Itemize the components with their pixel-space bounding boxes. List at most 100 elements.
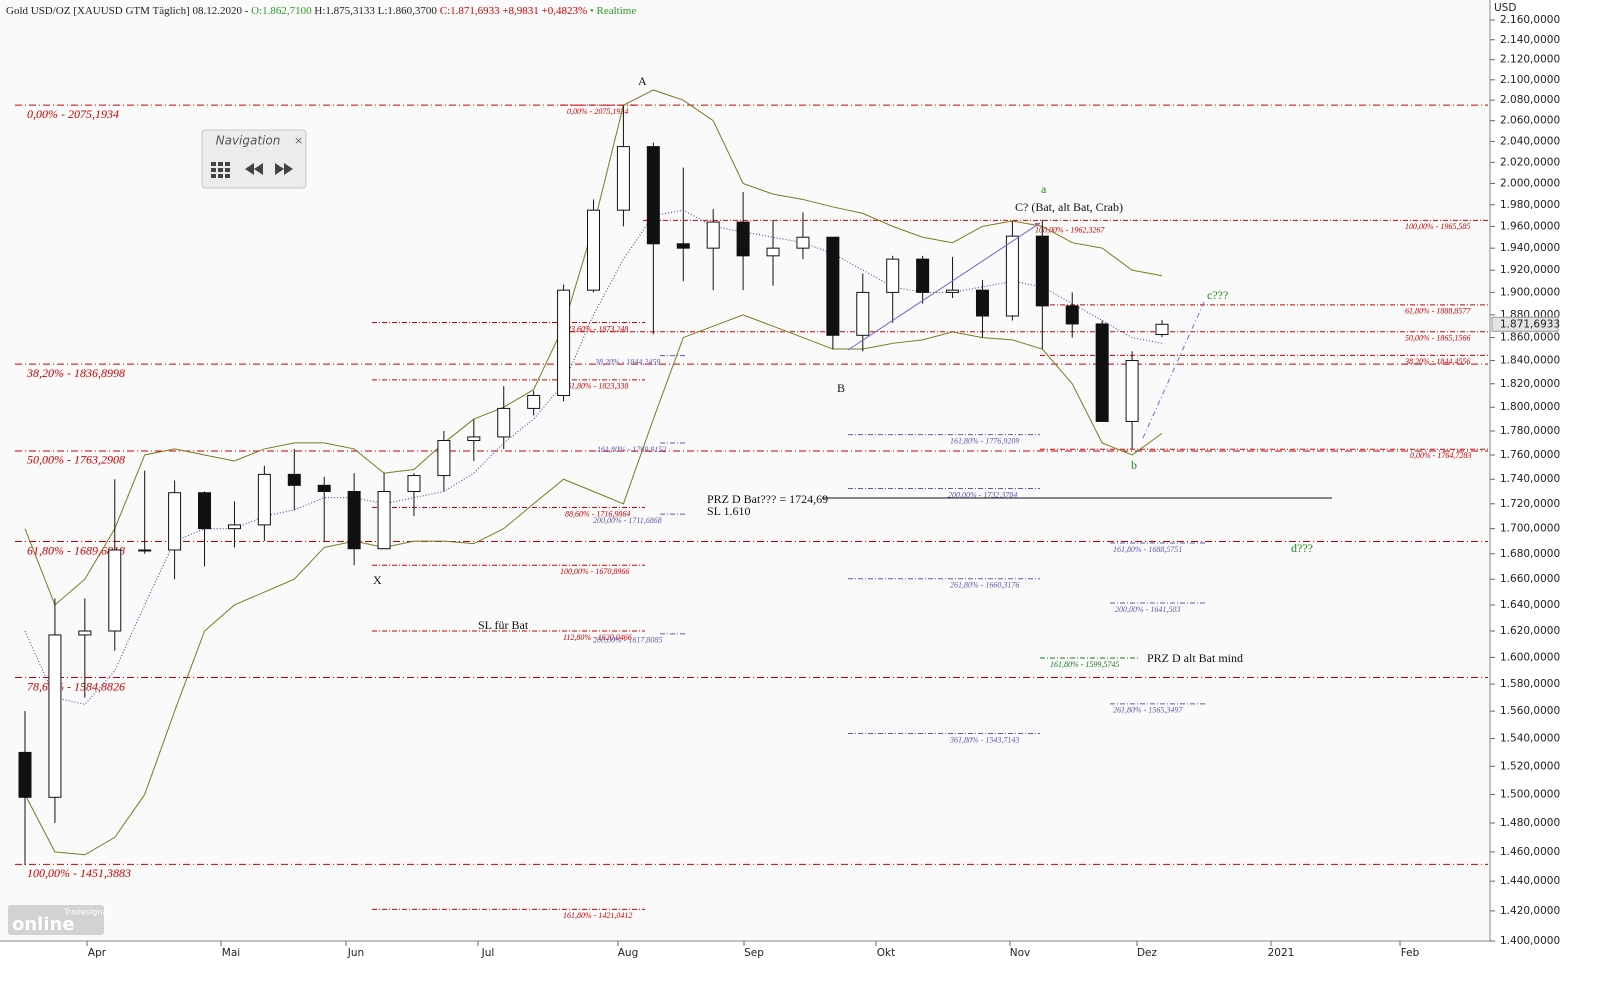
y-tick-label: 2.060,0000	[1500, 115, 1560, 127]
y-tick-label: 2.000,0000	[1500, 177, 1560, 189]
y-tick-label: 1.840,0000	[1500, 355, 1560, 367]
y-tick-label: 1.780,0000	[1500, 425, 1560, 437]
fib-label: 61,80% - 1823,338	[567, 382, 628, 391]
header-part: H:1.875,3133 L:1.860,3700	[314, 5, 439, 17]
y-tick-label: 2.080,0000	[1500, 94, 1560, 106]
fib-label: 200,00% - 1641,503	[1115, 605, 1180, 614]
candle-body	[48, 634, 62, 798]
fib-label: 100,00% - 1962,3267	[1035, 226, 1105, 235]
time-axis-panel	[0, 941, 1490, 981]
y-tick-label: 1.460,0000	[1500, 846, 1560, 858]
candle-body	[497, 407, 511, 438]
y-tick-label: 1.720,0000	[1500, 498, 1560, 510]
candle-body	[407, 475, 421, 492]
fib-label: 23,60% - 1873,248	[567, 324, 628, 333]
candle-body	[616, 146, 630, 211]
candle-body	[347, 490, 361, 550]
candle-body	[706, 221, 720, 249]
y-tick-label: 1.620,0000	[1500, 625, 1560, 637]
fib-label: 0,00% - 2075,1934	[567, 107, 628, 116]
y-tick-label: 1.860,0000	[1500, 332, 1560, 344]
logo-box	[8, 905, 104, 935]
y-tick-label: 1.900,0000	[1500, 286, 1560, 298]
header-part: • Realtime	[590, 5, 636, 17]
candle-body	[138, 549, 152, 552]
y-tick-label: 1.760,0000	[1500, 449, 1560, 461]
candle-body	[946, 289, 960, 293]
fib-label: 38,20% - 1836,8998	[26, 366, 125, 380]
pattern-line	[1142, 299, 1206, 439]
logo: Tradesignal online	[8, 905, 110, 935]
header: Gold USD/OZ [XAUUSD GTM Täglich] 08.12.2…	[6, 5, 636, 17]
x-tick-label: Feb	[1401, 947, 1420, 959]
fib-label: 0,00% - 2075,1934	[27, 107, 119, 121]
y-tick-label: 1.660,0000	[1500, 573, 1560, 585]
y-tick-label: 1.520,0000	[1500, 760, 1560, 772]
annotation: B	[837, 381, 845, 395]
forward-button[interactable]	[275, 163, 293, 175]
y-tick-label: 1.540,0000	[1500, 733, 1560, 745]
y-tick-label: 1.960,0000	[1500, 220, 1560, 232]
x-tick-label: Mai	[222, 947, 240, 959]
header-part: O:1.862,7100	[251, 5, 314, 17]
fib-label: 200,00% - 1617,8085	[593, 636, 662, 645]
annotation: c???	[1207, 288, 1228, 302]
rewind-button[interactable]	[245, 163, 263, 175]
annotation: a	[1041, 182, 1047, 196]
widget-title: Navigation	[216, 134, 281, 148]
fib-label: 61,80% - 1888,8577	[1405, 307, 1471, 316]
candle-body	[736, 221, 750, 257]
fib-label: 200,00% - 1732,3784	[948, 490, 1017, 499]
x-tick-label: Jun	[347, 947, 364, 959]
pattern-line	[847, 222, 1041, 351]
annotation: d???	[1291, 541, 1313, 555]
y-tick-label: 1.480,0000	[1500, 817, 1560, 829]
x-tick-label: 2021	[1268, 947, 1295, 959]
candle-body	[257, 473, 271, 526]
close-button[interactable]: ×	[294, 134, 303, 147]
axis-panel	[1490, 0, 1599, 981]
header-part: C:1.871,6933 +8,9831 +0,4823%	[440, 5, 590, 17]
y-tick-label: 1.940,0000	[1500, 242, 1560, 254]
y-tick-label: 2.160,0000	[1500, 14, 1560, 26]
logo-name: online	[12, 914, 75, 935]
candle-body	[317, 484, 331, 492]
candle-body	[227, 524, 241, 530]
fib-label: 361,80% - 1543,7143	[949, 735, 1019, 744]
x-tick-label: Jul	[481, 947, 495, 959]
candle-body	[975, 289, 989, 317]
fib-label: 100,00% - 1451,3883	[27, 866, 131, 880]
y-tick-label: 2.140,0000	[1500, 34, 1560, 46]
header-part: Gold USD/OZ [XAUUSD GTM Täglich] 08.12.2…	[6, 5, 251, 17]
y-tick-label: 1.420,0000	[1500, 905, 1560, 917]
fib-label: 261,80% - 1565,3497	[1113, 706, 1183, 715]
last-price-box	[1491, 316, 1559, 332]
band-middle	[24, 209, 1163, 705]
fib-label: 161,80% - 1421,0412	[563, 911, 632, 920]
navigation-widget: Navigation ×	[201, 129, 307, 189]
candle-body	[1155, 323, 1169, 335]
y-tick-label: 1.640,0000	[1500, 599, 1560, 611]
candle-body	[1005, 235, 1019, 317]
fib-label: 38,20% - 1844,2459	[594, 357, 660, 366]
candle-body	[467, 436, 481, 442]
fib-label: 161,80% - 1776,9209	[950, 436, 1019, 445]
candle-body	[527, 394, 541, 409]
grid-button[interactable]	[211, 162, 230, 178]
widget-frame	[201, 129, 307, 189]
y-tick-label: 2.100,0000	[1500, 74, 1560, 86]
annotation: b	[1131, 458, 1137, 472]
candle-body	[18, 751, 32, 798]
x-tick-label: Sep	[744, 947, 764, 959]
annotation: PRZ D Bat??? = 1724,69	[707, 492, 828, 506]
candle-body	[766, 247, 780, 257]
annotation: C? (Bat, alt Bat, Crab)	[1015, 200, 1123, 214]
y-tick-label: 2.020,0000	[1500, 156, 1560, 168]
candle-body	[646, 146, 660, 245]
y-tick-label: 1.600,0000	[1500, 651, 1560, 663]
candle-body	[796, 236, 810, 249]
y-tick-label: 1.800,0000	[1500, 401, 1560, 413]
y-tick-label: 1.740,0000	[1500, 473, 1560, 485]
